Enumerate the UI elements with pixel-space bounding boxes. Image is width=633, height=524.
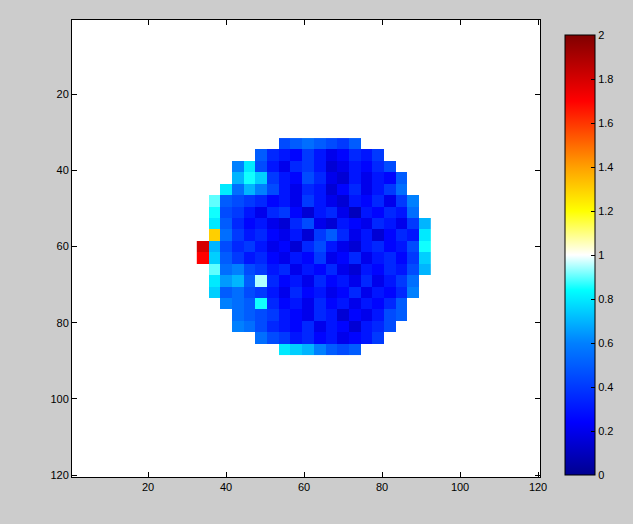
svg-text:60: 60 [298, 481, 310, 493]
svg-text:0.6: 0.6 [598, 337, 613, 349]
svg-text:1: 1 [598, 249, 604, 261]
svg-text:120: 120 [50, 469, 68, 481]
svg-text:1.4: 1.4 [598, 161, 613, 173]
svg-text:60: 60 [57, 240, 69, 252]
svg-text:1.2: 1.2 [598, 205, 613, 217]
svg-text:120: 120 [529, 481, 547, 493]
svg-text:20: 20 [142, 481, 154, 493]
svg-text:0.2: 0.2 [598, 425, 613, 437]
svg-text:40: 40 [220, 481, 232, 493]
svg-text:100: 100 [50, 393, 68, 405]
svg-text:100: 100 [451, 481, 469, 493]
svg-text:80: 80 [57, 317, 69, 329]
svg-text:40: 40 [57, 164, 69, 176]
svg-text:20: 20 [57, 88, 69, 100]
svg-text:0: 0 [598, 469, 604, 481]
svg-text:1.6: 1.6 [598, 117, 613, 129]
svg-text:0.4: 0.4 [598, 381, 613, 393]
svg-text:0.8: 0.8 [598, 293, 613, 305]
svg-text:80: 80 [376, 481, 388, 493]
svg-text:2: 2 [598, 29, 604, 41]
svg-text:1.8: 1.8 [598, 73, 613, 85]
